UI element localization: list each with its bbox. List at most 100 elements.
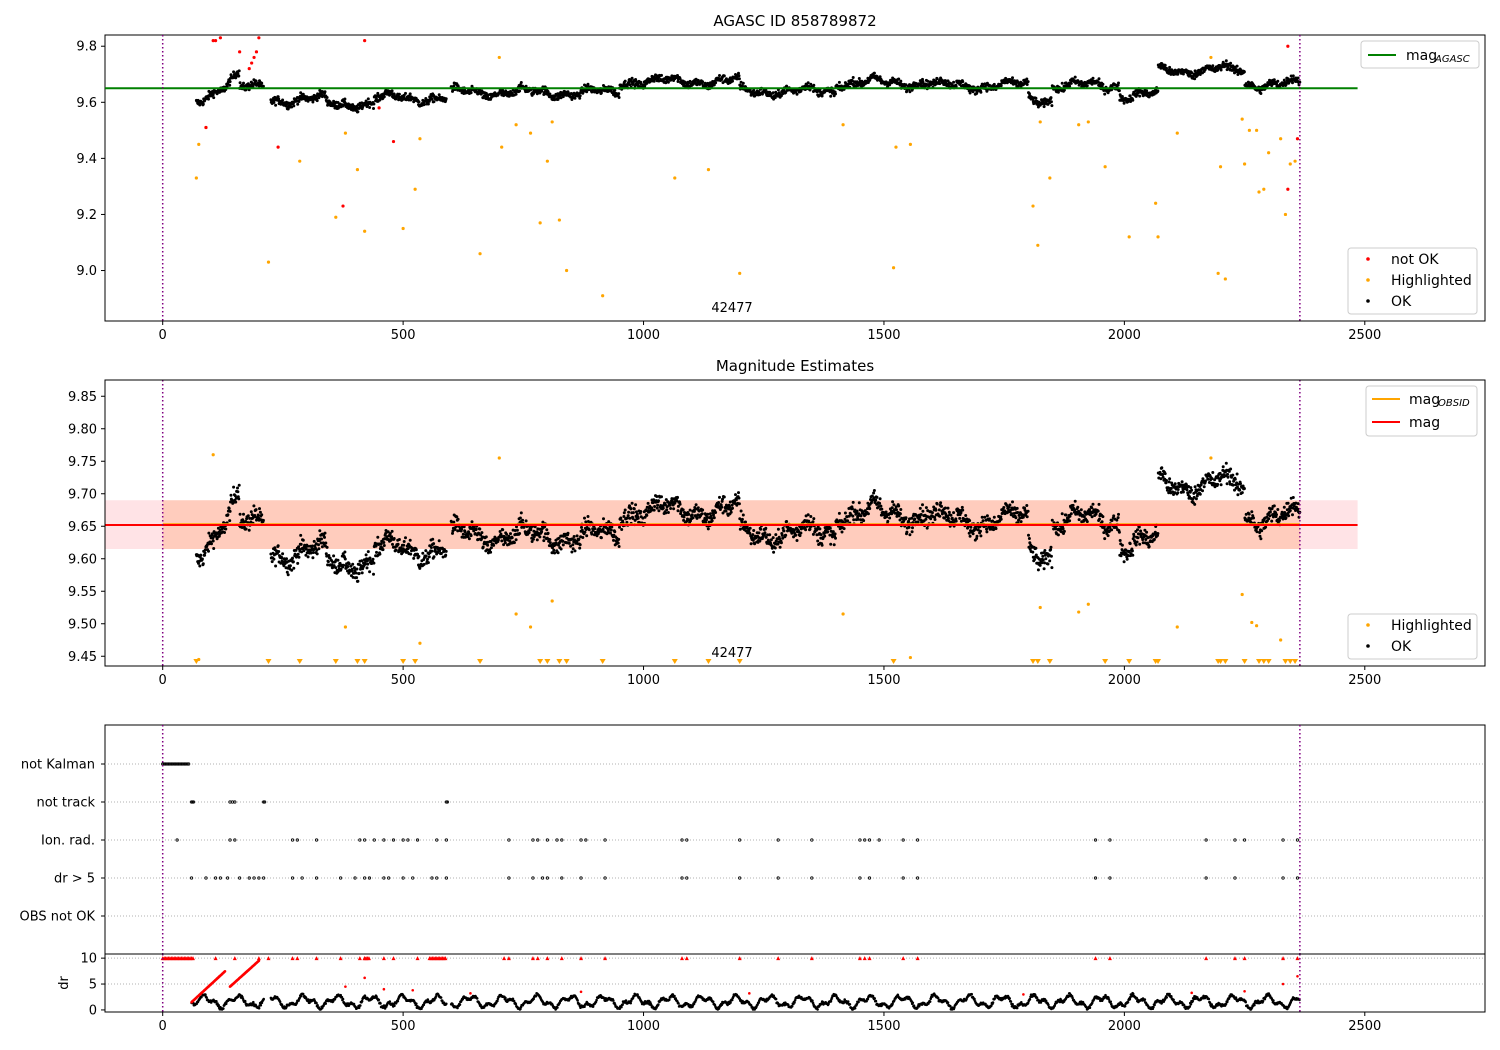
ok-point — [1116, 516, 1120, 520]
ok-point — [571, 543, 575, 547]
ok-point — [878, 501, 882, 505]
highlighted-point — [894, 145, 898, 149]
ok-point — [701, 508, 705, 512]
ok-point — [1194, 497, 1198, 501]
ok-point — [342, 563, 346, 567]
highlighted-point — [1048, 176, 1052, 180]
highlighted-point — [601, 294, 605, 298]
ok-point — [852, 518, 856, 522]
ok-point — [665, 508, 669, 512]
ok-point — [1189, 486, 1193, 490]
ok-point — [429, 546, 433, 549]
ok-point — [552, 548, 556, 552]
ok-point — [247, 528, 251, 532]
ok-point — [236, 490, 240, 494]
ok-point — [635, 512, 639, 516]
ok-point — [940, 504, 943, 508]
ok-point — [1291, 74, 1295, 78]
ok-point — [657, 509, 661, 513]
ok-point — [343, 97, 347, 101]
ok-point — [1135, 540, 1139, 544]
ok-point — [979, 534, 983, 538]
ok-point — [518, 516, 522, 520]
ok-point — [837, 80, 841, 84]
ok-point — [700, 512, 704, 516]
ok-point — [694, 503, 698, 507]
ok-point — [1014, 516, 1018, 520]
ok-point — [857, 77, 861, 80]
ok-point — [1034, 546, 1038, 550]
highlighted-point — [334, 215, 338, 219]
ok-point — [1117, 81, 1120, 85]
ok-point — [1042, 105, 1046, 109]
ok-point — [657, 499, 660, 503]
ok-point — [546, 531, 550, 535]
ok-point — [297, 100, 301, 103]
ok-point — [1201, 489, 1204, 493]
ok-point — [1181, 490, 1185, 494]
ok-point — [737, 77, 741, 81]
highlighted-point — [1175, 131, 1179, 135]
ok-point — [752, 529, 756, 532]
panel1-legend-bottom: not OK Highlighted OK — [1347, 247, 1478, 315]
ok-point — [952, 511, 956, 515]
ok-point — [402, 540, 406, 543]
ok-point — [999, 517, 1003, 521]
ok-point — [242, 512, 245, 516]
ok-point — [396, 542, 400, 546]
ok-point — [939, 501, 943, 505]
ok-point — [291, 556, 294, 560]
ok-point — [228, 83, 232, 87]
ok-point — [1050, 104, 1054, 108]
ok-point — [994, 527, 998, 531]
ok-point — [224, 527, 228, 531]
ok-point — [489, 550, 493, 554]
ok-point — [652, 508, 656, 512]
ok-point — [1068, 519, 1072, 523]
notok-point — [238, 50, 242, 54]
ok-point — [583, 530, 587, 534]
ok-point — [1102, 531, 1106, 535]
ok-point — [500, 539, 504, 543]
notok-point — [1286, 44, 1290, 48]
ok-point — [453, 528, 457, 531]
ok-point — [983, 515, 987, 519]
ok-point — [1011, 500, 1014, 504]
ok-point — [375, 97, 378, 101]
ok-point — [895, 508, 898, 512]
ok-point — [261, 84, 265, 88]
ok-point — [368, 556, 372, 560]
ok-point — [437, 93, 441, 97]
ok-point — [741, 81, 745, 85]
ok-point — [281, 552, 285, 556]
ok-point — [1117, 512, 1120, 516]
ok-point — [368, 570, 372, 574]
ok-point — [223, 531, 226, 534]
ok-point — [212, 547, 216, 550]
ok-point — [833, 532, 837, 536]
ok-point — [270, 560, 274, 564]
ok-point — [968, 84, 972, 88]
ok-point — [412, 556, 416, 560]
ok-point — [438, 549, 442, 553]
ok-point — [336, 558, 340, 562]
ok-point — [1048, 559, 1052, 563]
ok-point — [469, 534, 473, 538]
ok-point — [1097, 77, 1101, 81]
ok-point — [1069, 512, 1073, 516]
ok-point — [613, 88, 617, 92]
ok-point — [366, 550, 370, 554]
ok-point — [499, 532, 503, 536]
ok-point — [1060, 81, 1064, 85]
highlighted-point — [1257, 190, 1261, 194]
ok-point — [1071, 503, 1075, 507]
ok-point — [540, 530, 544, 534]
ok-point — [768, 533, 772, 537]
ok-point — [1106, 534, 1110, 538]
ok-point — [343, 550, 347, 554]
ok-point — [964, 514, 968, 517]
ok-point — [1193, 502, 1197, 506]
ok-point — [586, 82, 590, 86]
ok-point — [1160, 466, 1164, 470]
ok-point — [935, 77, 939, 81]
